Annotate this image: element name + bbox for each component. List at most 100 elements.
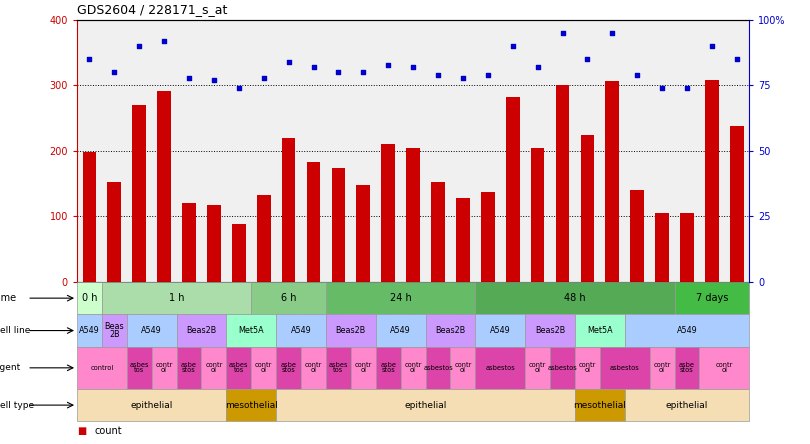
Text: Beas2B: Beas2B bbox=[335, 326, 366, 335]
Bar bbox=[132, 105, 146, 282]
Bar bbox=[102, 282, 251, 314]
Bar bbox=[251, 282, 326, 314]
Bar bbox=[550, 347, 575, 389]
Bar bbox=[276, 314, 326, 347]
Bar bbox=[276, 389, 575, 421]
Text: contr
ol: contr ol bbox=[716, 362, 733, 373]
Bar bbox=[182, 203, 196, 282]
Bar bbox=[301, 347, 326, 389]
Point bbox=[332, 69, 345, 76]
Point bbox=[432, 71, 445, 79]
Bar bbox=[326, 347, 351, 389]
Point bbox=[581, 56, 594, 63]
Text: mesothelial: mesothelial bbox=[225, 400, 278, 410]
Text: contr
ol: contr ol bbox=[156, 362, 173, 373]
Bar bbox=[282, 138, 296, 282]
Text: cell line: cell line bbox=[0, 326, 30, 335]
Bar bbox=[625, 314, 749, 347]
Text: A549: A549 bbox=[390, 326, 411, 335]
Bar bbox=[531, 148, 544, 282]
Bar bbox=[475, 347, 525, 389]
Text: contr
ol: contr ol bbox=[654, 362, 671, 373]
Point bbox=[706, 43, 718, 50]
Text: time: time bbox=[0, 293, 17, 303]
Point bbox=[506, 43, 519, 50]
Bar bbox=[431, 182, 445, 282]
Point bbox=[182, 74, 195, 81]
Point bbox=[158, 37, 171, 44]
Text: 1 h: 1 h bbox=[168, 293, 185, 303]
Point bbox=[631, 71, 644, 79]
Text: Met5A: Met5A bbox=[238, 326, 264, 335]
Text: asbe
stos: asbe stos bbox=[380, 362, 396, 373]
Text: A549: A549 bbox=[291, 326, 311, 335]
Bar bbox=[675, 282, 749, 314]
Bar bbox=[481, 191, 495, 282]
Text: asbestos: asbestos bbox=[548, 365, 578, 371]
Bar bbox=[650, 347, 675, 389]
Text: A549: A549 bbox=[490, 326, 510, 335]
Bar bbox=[102, 314, 126, 347]
Bar bbox=[456, 198, 470, 282]
Text: 6 h: 6 h bbox=[281, 293, 296, 303]
Point bbox=[282, 58, 295, 65]
Text: mesothelial: mesothelial bbox=[573, 400, 626, 410]
Bar bbox=[257, 195, 271, 282]
Text: asbes
tos: asbes tos bbox=[329, 362, 348, 373]
Text: asbes
tos: asbes tos bbox=[229, 362, 249, 373]
Bar bbox=[126, 347, 151, 389]
Bar bbox=[226, 389, 276, 421]
Bar bbox=[680, 213, 694, 282]
Bar bbox=[202, 347, 226, 389]
Text: cell type: cell type bbox=[0, 400, 34, 410]
Text: asbe
stos: asbe stos bbox=[679, 362, 695, 373]
Bar bbox=[475, 282, 675, 314]
Text: asbes
tos: asbes tos bbox=[130, 362, 149, 373]
Bar bbox=[605, 81, 619, 282]
Text: asbestos: asbestos bbox=[423, 365, 453, 371]
Text: GDS2604 / 228171_s_at: GDS2604 / 228171_s_at bbox=[77, 3, 228, 16]
Bar bbox=[307, 162, 320, 282]
Bar bbox=[77, 389, 226, 421]
Bar bbox=[625, 389, 749, 421]
Bar bbox=[351, 347, 376, 389]
Bar bbox=[207, 205, 221, 282]
Point bbox=[133, 43, 146, 50]
Bar bbox=[425, 347, 450, 389]
Text: count: count bbox=[95, 426, 122, 436]
Bar bbox=[450, 347, 475, 389]
Bar bbox=[425, 314, 475, 347]
Text: Beas2B: Beas2B bbox=[535, 326, 565, 335]
Point bbox=[456, 74, 469, 81]
Text: Beas
2B: Beas 2B bbox=[104, 322, 124, 339]
Text: contr
ol: contr ol bbox=[454, 362, 471, 373]
Bar bbox=[506, 97, 519, 282]
Bar bbox=[151, 347, 177, 389]
Bar bbox=[407, 148, 420, 282]
Bar bbox=[232, 224, 245, 282]
Bar bbox=[108, 182, 122, 282]
Point bbox=[481, 71, 494, 79]
Text: 0 h: 0 h bbox=[82, 293, 97, 303]
Text: contr
ol: contr ol bbox=[305, 362, 322, 373]
Bar bbox=[655, 213, 669, 282]
Bar bbox=[675, 347, 700, 389]
Bar bbox=[525, 347, 550, 389]
Point bbox=[531, 63, 544, 71]
Bar bbox=[575, 314, 625, 347]
Text: ■: ■ bbox=[77, 426, 86, 436]
Text: asbestos: asbestos bbox=[610, 365, 640, 371]
Bar bbox=[326, 282, 475, 314]
Text: 7 days: 7 days bbox=[696, 293, 728, 303]
Text: agent: agent bbox=[0, 363, 21, 373]
Text: contr
ol: contr ol bbox=[205, 362, 223, 373]
Bar bbox=[356, 185, 370, 282]
Text: asbe
stos: asbe stos bbox=[181, 362, 197, 373]
Text: contr
ol: contr ol bbox=[255, 362, 272, 373]
Text: contr
ol: contr ol bbox=[404, 362, 422, 373]
Bar bbox=[475, 314, 525, 347]
Bar bbox=[705, 80, 718, 282]
Bar bbox=[177, 347, 202, 389]
Bar bbox=[157, 91, 171, 282]
Bar bbox=[376, 347, 401, 389]
